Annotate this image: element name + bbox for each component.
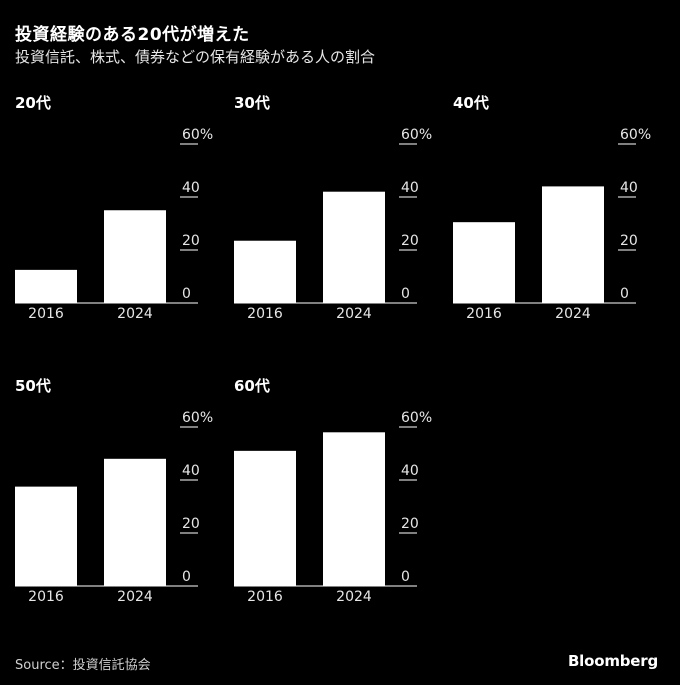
bar-2024 xyxy=(323,432,385,586)
y-tick-label: 0 xyxy=(620,286,629,302)
x-tick-label: 2016 xyxy=(28,306,64,322)
bar-2024 xyxy=(104,210,166,303)
bar-2016 xyxy=(234,450,296,586)
y-tick-label: 60% xyxy=(620,127,651,143)
y-tick-label: 40 xyxy=(182,463,200,479)
y-tick-label: 20 xyxy=(182,233,200,249)
chart-title: 投資経験のある20代が増えた xyxy=(15,25,250,45)
y-tick-label: 20 xyxy=(620,233,638,249)
x-tick-label: 2024 xyxy=(336,589,372,605)
x-tick-label: 2016 xyxy=(247,306,283,322)
bar-2016 xyxy=(234,240,296,303)
bloomberg-logo: Bloomberg xyxy=(567,652,658,670)
source-note: Source：投資信託協会 xyxy=(15,658,151,673)
panel-title: 20代 xyxy=(15,94,51,112)
bar-2016 xyxy=(453,222,515,303)
x-tick-label: 2016 xyxy=(247,589,283,605)
x-tick-label: 2016 xyxy=(28,589,64,605)
y-tick-label: 20 xyxy=(401,233,419,249)
bar-2024 xyxy=(542,186,604,303)
x-tick-label: 2024 xyxy=(117,306,153,322)
x-tick-label: 2024 xyxy=(117,589,153,605)
bar-chart-svg: 0 20 40 60% 2016 2024 xyxy=(15,410,213,605)
y-tick-label: 40 xyxy=(401,463,419,479)
y-tick-label: 0 xyxy=(182,569,191,585)
y-tick-label: 60% xyxy=(182,410,213,426)
panel-50s: 50代 0 20 40 60% 2016 2024 xyxy=(15,375,235,625)
panel-title: 50代 xyxy=(15,377,51,395)
x-tick-label: 2024 xyxy=(336,306,372,322)
y-tick-label: 40 xyxy=(620,180,638,196)
panel-title: 60代 xyxy=(234,377,270,395)
panel-20s: 20代 0 20 40 60% 2016 2024 xyxy=(15,92,235,342)
panel-title: 30代 xyxy=(234,94,270,112)
bar-2024 xyxy=(104,458,166,586)
y-tick-label: 60% xyxy=(182,127,213,143)
y-tick-label: 40 xyxy=(182,180,200,196)
y-tick-label: 0 xyxy=(182,286,191,302)
panel-title: 40代 xyxy=(453,94,489,112)
bar-chart-svg: 0 20 40 60% 2016 2024 xyxy=(234,127,432,322)
x-tick-label: 2024 xyxy=(555,306,591,322)
y-tick-label: 0 xyxy=(401,286,410,302)
chart-subtitle: 投資信託、株式、債券などの保有経験がある人の割合 xyxy=(15,48,376,66)
bar-chart-svg: 0 20 40 60% 2016 2024 xyxy=(453,127,651,322)
y-tick-label: 60% xyxy=(401,410,432,426)
y-tick-label: 20 xyxy=(401,516,419,532)
y-tick-label: 40 xyxy=(401,180,419,196)
y-tick-label: 0 xyxy=(401,569,410,585)
y-tick-label: 60% xyxy=(401,127,432,143)
panel-30s: 30代 0 20 40 60% 2016 2024 xyxy=(234,92,454,342)
bar-2016 xyxy=(15,486,77,586)
bar-2024 xyxy=(323,191,385,303)
bar-2016 xyxy=(15,269,77,303)
y-tick-label: 20 xyxy=(182,516,200,532)
bar-chart-svg: 0 20 40 60% 2016 2024 xyxy=(234,410,432,605)
x-tick-label: 2016 xyxy=(466,306,502,322)
panel-40s: 40代 0 20 40 60% 2016 2024 xyxy=(453,92,673,342)
bar-chart-svg: 0 20 40 60% 2016 2024 xyxy=(15,127,213,322)
panel-60s: 60代 0 20 40 60% 2016 2024 xyxy=(234,375,454,625)
